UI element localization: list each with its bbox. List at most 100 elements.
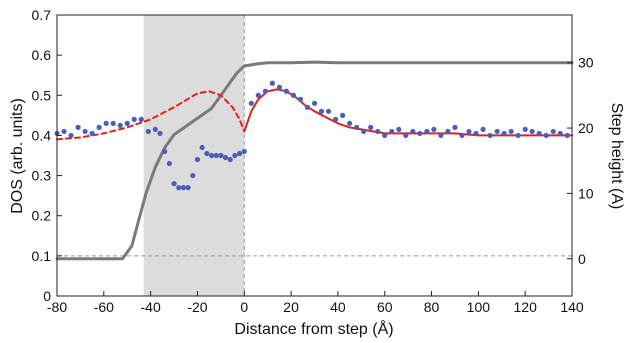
y2-tick-label: 10: [578, 185, 594, 201]
dos-data-point: [325, 108, 332, 114]
dos-data-point: [529, 128, 535, 135]
dos-data-point: [227, 156, 233, 163]
dos-data-point: [194, 156, 201, 163]
dos-data-point: [368, 124, 374, 130]
dos-data-point: [75, 124, 81, 130]
x-axis-title: Distance from step (Å): [234, 319, 393, 338]
dos-data-point: [190, 172, 196, 179]
shaded-region: [143, 15, 245, 296]
dos-data-point: [375, 128, 381, 135]
dos-data-point: [61, 128, 67, 135]
dos-data-point: [389, 128, 395, 135]
dos-data-point: [347, 120, 353, 126]
x-tick-label: 100: [467, 299, 491, 315]
dos-data-point: [473, 130, 479, 137]
dos-data-point: [89, 130, 95, 137]
dos-data-point: [110, 120, 116, 126]
dos-data-point: [232, 152, 238, 159]
y-tick-label: 0.4: [32, 127, 52, 143]
dos-data-point: [290, 92, 297, 98]
dos-data-point: [403, 132, 409, 139]
x-tick-label: -80: [47, 299, 67, 315]
dos-fit-line-dashed: [56, 90, 246, 141]
dos-data-point: [557, 130, 563, 137]
dos-data-point: [466, 128, 472, 135]
plot-background: [57, 15, 572, 296]
dos-data-point: [543, 132, 549, 139]
dos-data-point: [311, 100, 318, 106]
series-layer: [54, 60, 574, 261]
dos-data-point: [222, 154, 229, 161]
dos-data-point: [152, 126, 158, 133]
dos-data-point: [124, 120, 130, 126]
dos-data-point: [480, 126, 486, 133]
dos-data-point: [304, 104, 311, 110]
y-axis-title: DOS (arb. units): [9, 98, 26, 214]
dos-data-point: [508, 128, 514, 135]
y-tick-label: 0: [43, 288, 51, 304]
dos-data-point: [297, 96, 304, 102]
x-tick-label: 120: [514, 299, 538, 315]
dos-data-point: [208, 152, 215, 159]
dos-data-point: [199, 144, 205, 151]
y-tick-label: 0.3: [32, 168, 52, 184]
dos-data-point: [204, 150, 210, 157]
dos-data-point: [487, 132, 493, 139]
dos-data-point: [438, 132, 444, 139]
dos-data-point: [96, 124, 102, 130]
dos-data-point: [255, 92, 261, 98]
dos-data-point: [459, 132, 465, 139]
y-axis-left: 0 0.1 0.2 0.3 0.4 0.5 0.6 0.7: [32, 7, 62, 304]
dos-data-point: [501, 130, 507, 137]
y2-tick-label: 0: [578, 251, 586, 267]
dos-data-point: [431, 126, 437, 133]
dos-data-point: [417, 130, 423, 137]
x-tick-label: 40: [330, 299, 346, 315]
x-tick-label: -60: [94, 299, 114, 315]
x-tick-label: -20: [187, 299, 207, 315]
dos-data-point: [213, 152, 219, 159]
plot-frame: [56, 14, 573, 297]
y-tick-label: 0.7: [32, 7, 52, 23]
dos-data-point: [68, 132, 74, 139]
dos-data-point: [131, 116, 137, 122]
dos-data-point: [218, 152, 224, 159]
dos-data-point: [445, 128, 451, 135]
dos-data-point: [269, 80, 275, 86]
dos-data-point: [522, 126, 528, 133]
dos-data-point: [424, 128, 430, 135]
y-tick-label: 0.1: [32, 248, 52, 264]
dos-data-point: [236, 150, 243, 157]
dos-data-point: [536, 130, 542, 137]
dos-data-point: [339, 112, 346, 118]
dos-data-point: [515, 132, 521, 139]
dos-data-point: [103, 120, 109, 126]
dos-data-point: [318, 108, 325, 114]
dos-data-point: [396, 126, 402, 133]
y2-axis-title: Step height (A): [608, 103, 625, 210]
x-tick-label: -40: [141, 299, 161, 315]
dos-data-point: [564, 132, 570, 139]
dos-data-point: [176, 185, 182, 191]
dos-data-point: [157, 130, 163, 137]
x-tick-label: 140: [560, 299, 584, 315]
y-tick-label: 0.6: [32, 47, 52, 63]
dos-data-point: [550, 128, 556, 135]
dos-fit-line-solid: [243, 88, 573, 137]
y-axis-right: 0 10 20 30: [567, 55, 594, 267]
y-tick-label: 0.2: [32, 208, 52, 224]
x-axis: -80 -60 -40 -20 0 20 40 60 80 100 120 140: [47, 291, 584, 315]
dos-data-point: [185, 185, 191, 191]
dos-data-point: [452, 124, 458, 130]
y2-tick-label: 30: [578, 55, 594, 71]
dos-data-point: [162, 148, 168, 155]
y2-tick-label: 20: [578, 120, 594, 136]
y-tick-label: 0.5: [32, 87, 52, 103]
dos-data-point: [361, 128, 367, 135]
dos-data-point: [166, 160, 172, 167]
dos-data-point: [171, 181, 177, 187]
dos-data-point: [180, 185, 187, 191]
dos-data-point: [276, 84, 282, 90]
dos-data-point: [117, 122, 123, 128]
